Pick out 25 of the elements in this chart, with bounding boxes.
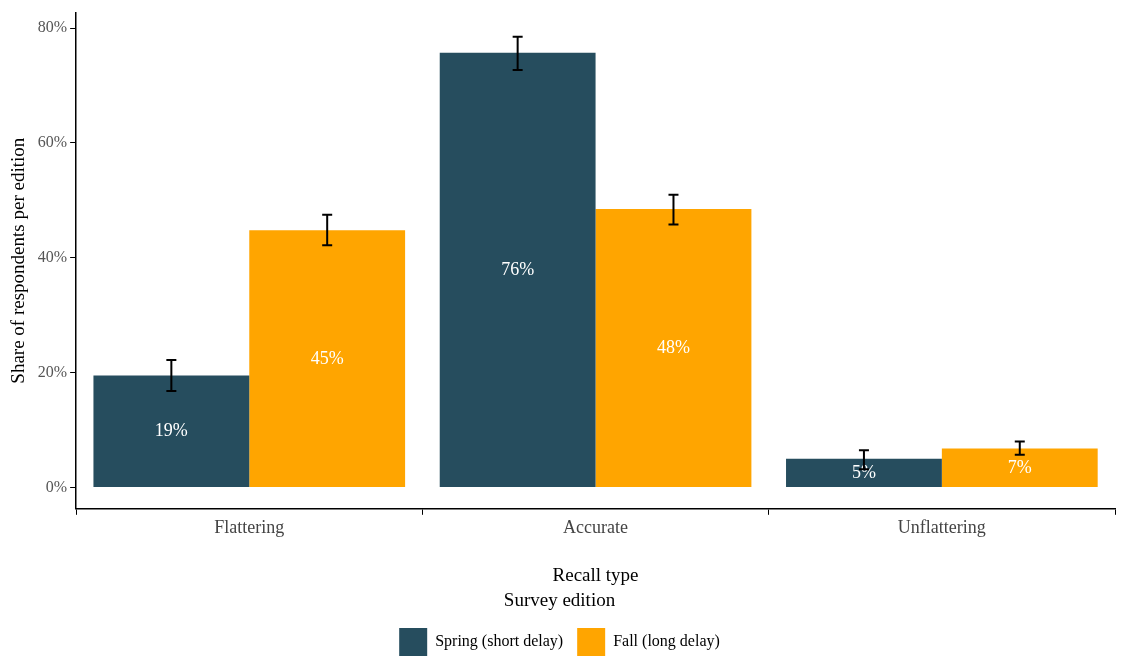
legend-label: Spring (short delay) bbox=[435, 632, 564, 651]
data-label: 7% bbox=[1007, 456, 1032, 477]
bar bbox=[941, 448, 1098, 488]
bar bbox=[786, 458, 942, 488]
y-tick-label: 40% bbox=[37, 248, 68, 266]
y-tick-label: 80% bbox=[37, 18, 68, 36]
legend-title: Survey edition bbox=[503, 588, 616, 610]
x-tick-label: Unflattering bbox=[897, 517, 986, 538]
bar bbox=[595, 209, 752, 488]
data-label: 48% bbox=[656, 337, 690, 358]
y-axis-title: Share of respondents per edition bbox=[7, 137, 29, 384]
bar bbox=[93, 375, 250, 488]
x-tick-label: Accurate bbox=[563, 517, 629, 538]
data-label: 76% bbox=[501, 258, 535, 279]
y-tick-label: 60% bbox=[37, 133, 68, 151]
data-label: 45% bbox=[310, 347, 344, 368]
bar bbox=[439, 52, 596, 488]
legend-label: Fall (long delay) bbox=[613, 632, 720, 651]
data-label: 19% bbox=[154, 420, 188, 441]
bar bbox=[249, 230, 406, 488]
data-label: 5% bbox=[851, 461, 876, 482]
x-tick-label: Flattering bbox=[214, 517, 285, 538]
x-axis-title: Recall type bbox=[552, 563, 639, 585]
y-tick-label: 20% bbox=[37, 362, 68, 380]
y-tick-label: 0% bbox=[45, 477, 68, 495]
